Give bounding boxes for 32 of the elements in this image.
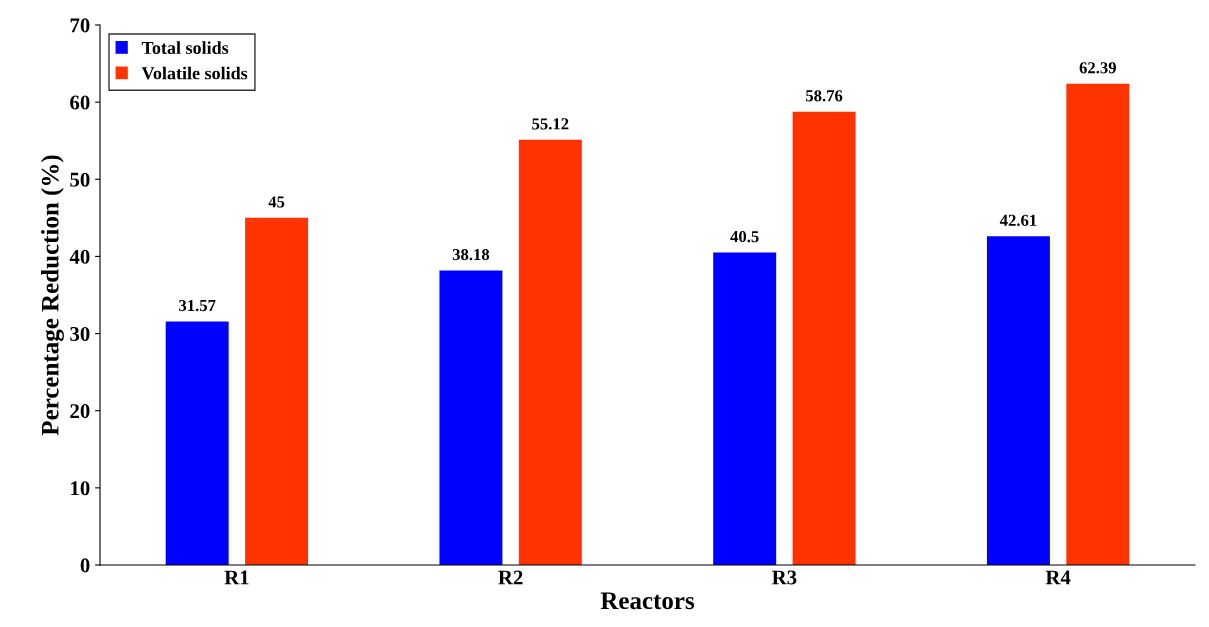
data-label: 62.39	[1079, 62, 1116, 74]
bar	[439, 270, 503, 565]
bar	[713, 252, 777, 565]
data-label: 55.12	[532, 118, 569, 130]
y-tick-label: 70	[70, 18, 90, 33]
y-axis-title: Percentage Reduction (%)	[41, 155, 64, 436]
data-label: 40.5	[730, 230, 759, 243]
data-label: 58.76	[805, 90, 843, 102]
bar	[986, 236, 1050, 565]
x-tick-label: R3	[772, 570, 797, 585]
data-label: 31.57	[179, 299, 216, 312]
bar	[792, 111, 856, 565]
y-tick-label: 20	[70, 404, 90, 419]
bar	[245, 217, 309, 565]
x-axis-title: Reactors	[600, 592, 695, 610]
data-label: 38.18	[452, 248, 490, 261]
data-label: 42.61	[999, 214, 1037, 227]
y-tick-label: 30	[70, 326, 90, 341]
x-tick-label: R2	[498, 570, 523, 585]
bar	[518, 139, 582, 565]
bar	[1066, 83, 1130, 565]
x-tick-label: R1	[224, 570, 249, 585]
y-tick-label: 10	[71, 481, 90, 496]
legend-label: Volatile solids	[141, 66, 248, 80]
y-tick-label: 40	[69, 249, 90, 264]
y-tick-label: 0	[80, 558, 90, 573]
y-tick-label: 60	[70, 95, 90, 110]
y-tick-label: 50	[70, 172, 90, 187]
legend-label: Total solids	[141, 41, 229, 54]
x-tick-label: R4	[1045, 570, 1071, 585]
data-label: 45	[268, 196, 285, 208]
bar	[165, 321, 229, 565]
